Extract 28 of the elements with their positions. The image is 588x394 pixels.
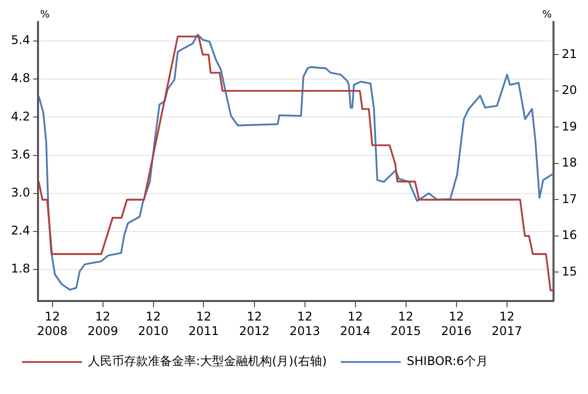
x-tick-label: 12 2017 [492,310,522,338]
y2-tick-label: 17 [562,192,578,206]
x-tick-label: 12 2008 [37,310,68,338]
x-tick-label: 12 2016 [441,310,472,338]
legend-label: 人民币存款准备金率:大型金融机构(月)(右轴) [88,354,327,368]
legend-label: SHIBOR:6个月 [406,354,488,368]
y2-tick-label: 19 [562,119,578,134]
x-tick-label: 12 2013 [290,310,320,338]
y2-tick-label: 20 [562,83,578,98]
y-tick-label: 3.6 [10,147,30,162]
y-tick-label: 3.0 [10,185,30,200]
x-tick-label: 12 2012 [239,310,270,338]
x-tick-label: 12 2015 [390,310,422,338]
y-tick-label: 5.4 [10,33,30,48]
y-tick-label: 4.2 [10,109,30,124]
x-tick-label: 12 2014 [340,310,371,338]
y2-tick-label: 15 [562,264,578,278]
x-tick-label: 12 2009 [88,310,118,338]
x-tick-label: 12 2010 [138,310,169,338]
y2-tick-label: 21 [562,46,578,61]
y2-tick-label: 18 [562,156,578,170]
y-tick-label: 4.8 [10,71,30,86]
y2-axis-title: % [542,10,552,21]
y-tick-label: 2.4 [10,224,30,238]
x-tick-label: 12 2011 [188,310,220,338]
y2-tick-label: 16 [562,228,578,242]
y-axis-title: % [40,10,50,21]
y-tick-label: 1.8 [10,262,30,276]
